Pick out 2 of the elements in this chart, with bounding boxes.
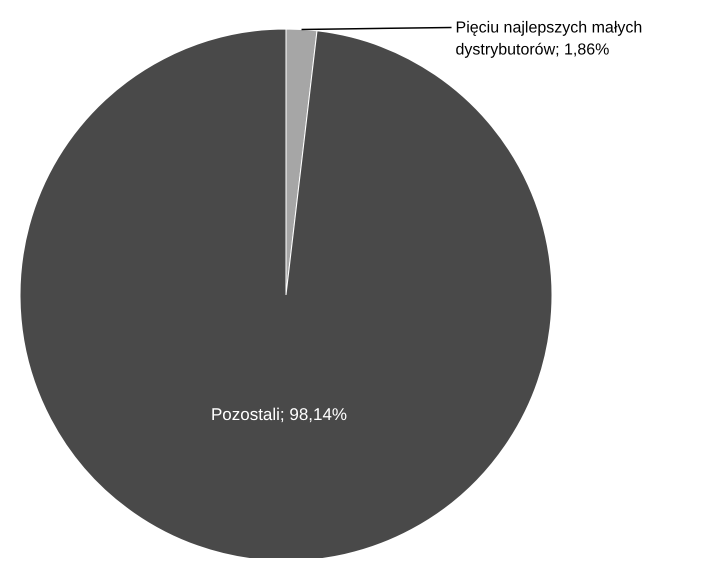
slice-label: Pozostali; 98,14% <box>210 404 348 424</box>
slice-label: Pięciu najlepszych małych dystrybutorów; 1,86% <box>456 19 642 58</box>
